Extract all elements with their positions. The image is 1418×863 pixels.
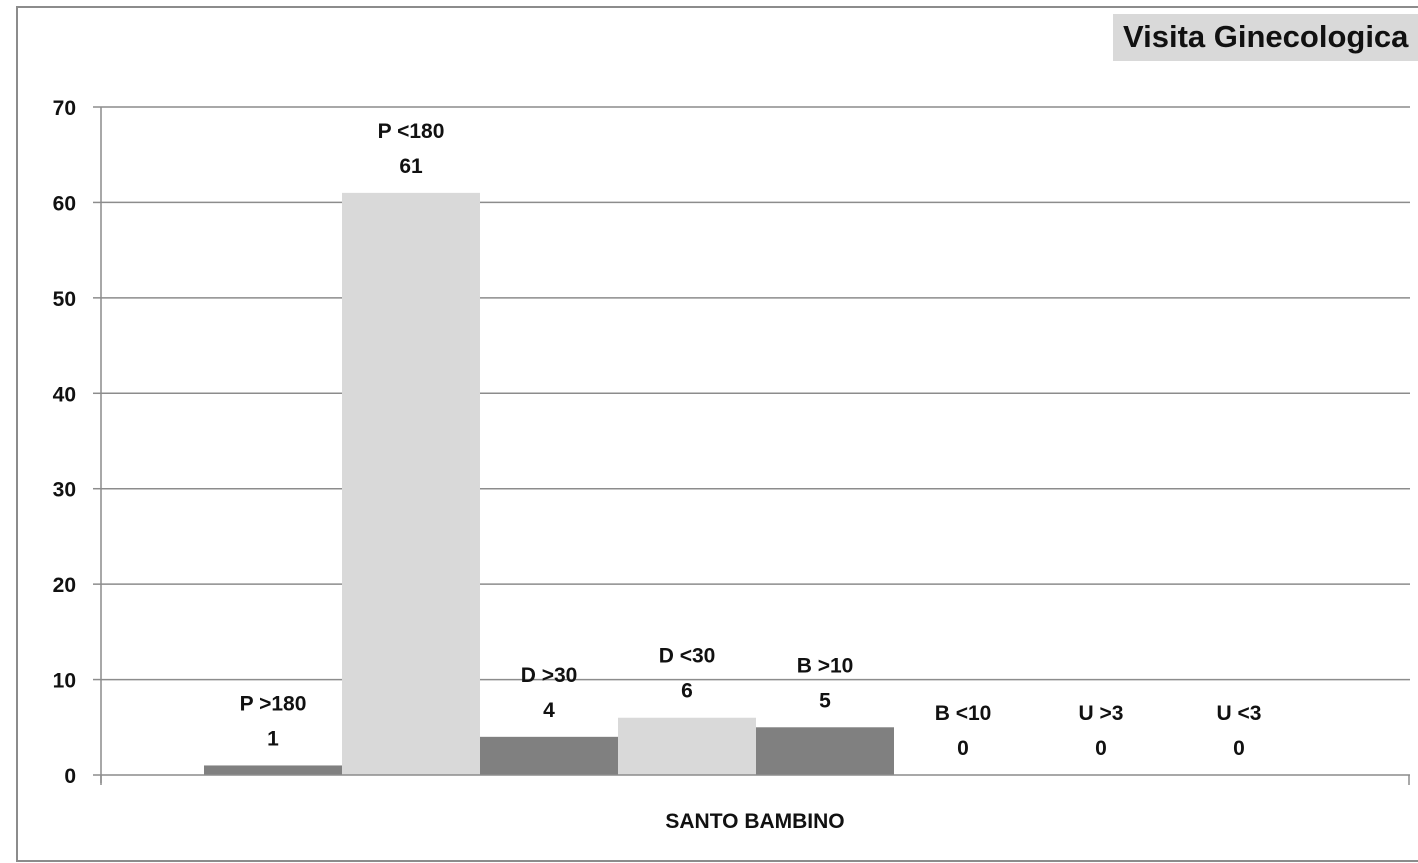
data-label-value: 4	[543, 699, 555, 722]
bar	[756, 727, 894, 775]
chart-frame	[16, 6, 1418, 862]
bar	[342, 192, 480, 775]
chart-title: Visita Ginecologica	[1123, 19, 1409, 54]
data-label-value: 0	[1095, 737, 1107, 760]
y-tick-label: 70	[53, 97, 76, 120]
data-label-name: B >10	[797, 654, 854, 677]
data-label-value: 0	[957, 737, 969, 760]
gridlines	[101, 106, 1410, 681]
data-label-name: D >30	[521, 664, 578, 687]
y-tick-label: 50	[53, 288, 76, 311]
data-label-name: D <30	[659, 645, 716, 668]
chart-title-box	[1113, 14, 1418, 61]
bar	[618, 717, 756, 775]
data-label-name: P <180	[378, 120, 445, 143]
data-label-name: B <10	[935, 702, 992, 725]
category-label: SANTO BAMBINO	[665, 810, 844, 833]
bar	[204, 765, 342, 775]
data-label-value: 6	[681, 680, 693, 703]
data-label-value: 1	[267, 727, 279, 750]
y-tick-label: 40	[53, 383, 76, 406]
data-label-name: U >3	[1079, 702, 1124, 725]
data-label-name: U <3	[1217, 702, 1262, 725]
data-label-value: 5	[819, 689, 831, 712]
bars	[204, 192, 894, 775]
data-label-value: 61	[399, 155, 423, 178]
y-tick-label: 0	[64, 765, 76, 788]
y-tick-label: 10	[53, 670, 76, 693]
y-tick-label: 30	[53, 479, 76, 502]
data-label-name: P >180	[240, 692, 307, 715]
bar	[480, 736, 618, 775]
y-tick-label: 60	[53, 192, 76, 215]
data-label-value: 0	[1233, 737, 1245, 760]
data-labels: P >180 1 P <180 61 D >30 4 D <30 6 B >10 5 B <10 0 U…	[240, 120, 1262, 760]
y-tick-label: 20	[53, 574, 76, 597]
